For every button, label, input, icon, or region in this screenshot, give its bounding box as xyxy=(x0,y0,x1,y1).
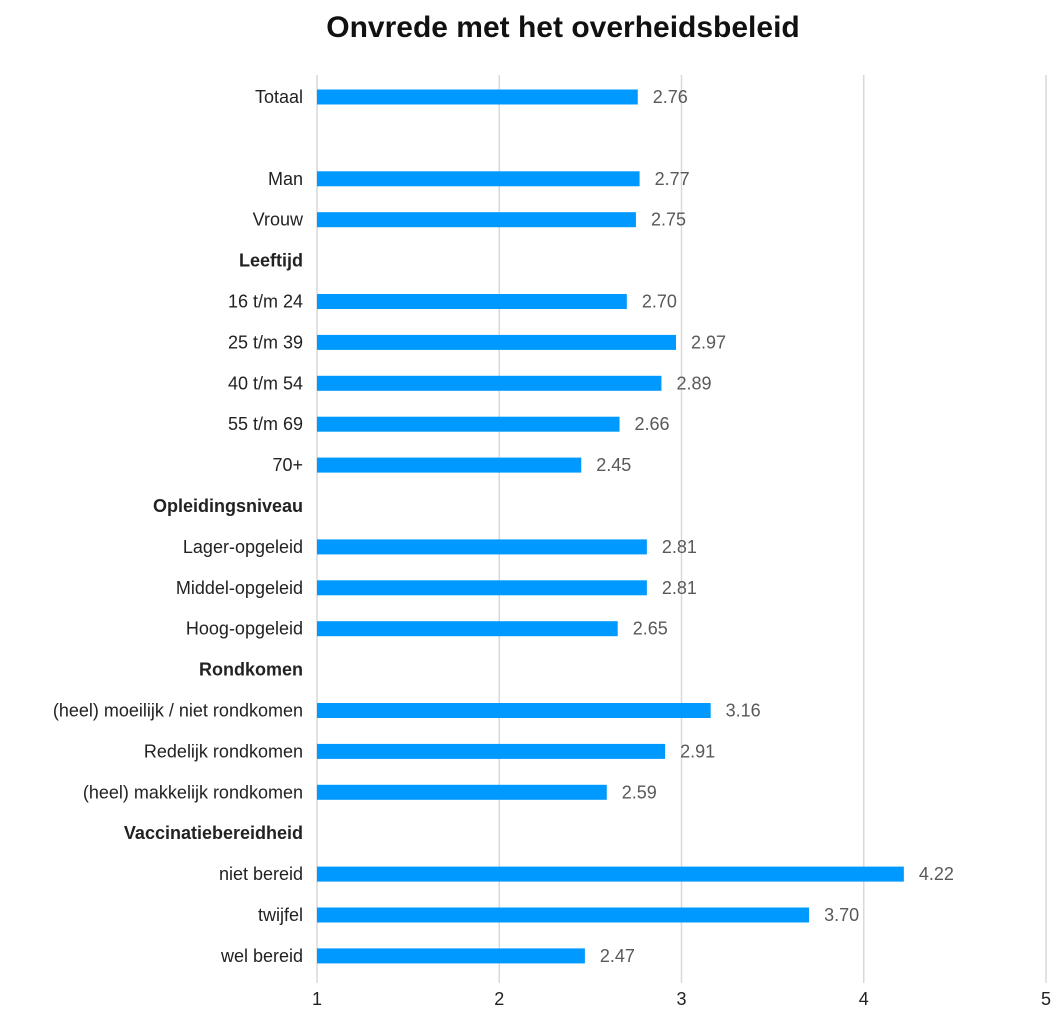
bar xyxy=(317,866,904,882)
data-label: 2.97 xyxy=(691,332,726,352)
bar xyxy=(317,580,647,596)
category-label: niet bereid xyxy=(219,864,303,884)
value-labels: 2.76 2.77 2.75 2.70 2.97 2.89 2.66 2.45 2.81 2.81… xyxy=(596,87,954,966)
category-label: Middel-opgeleid xyxy=(176,578,303,598)
category-label: (heel) moeilijk / niet rondkomen xyxy=(53,701,303,721)
bar xyxy=(317,907,810,923)
data-label: 2.77 xyxy=(655,169,690,189)
x-tick-label: 1 xyxy=(312,989,322,1009)
x-tick-label: 5 xyxy=(1041,989,1051,1009)
data-label: 3.16 xyxy=(726,701,761,721)
category-label: Man xyxy=(268,169,303,189)
bar xyxy=(317,416,620,432)
category-label: Totaal xyxy=(255,87,303,107)
data-label: 2.66 xyxy=(635,414,670,434)
data-label: 4.22 xyxy=(919,864,954,884)
data-label: 2.47 xyxy=(600,946,635,966)
bar xyxy=(317,457,582,473)
bar xyxy=(317,784,607,800)
x-axis-tick-labels: 1 2 3 4 5 xyxy=(312,989,1051,1009)
category-label: Vrouw xyxy=(253,210,304,230)
data-label: 2.81 xyxy=(662,537,697,557)
category-label: Lager-opgeleid xyxy=(183,537,303,557)
data-label: 2.76 xyxy=(653,87,688,107)
category-label: 25 t/m 39 xyxy=(228,332,303,352)
bar xyxy=(317,948,585,964)
x-tick-label: 2 xyxy=(494,989,504,1009)
data-label: 2.70 xyxy=(642,292,677,312)
data-label: 2.45 xyxy=(596,455,631,475)
group-header-label: Opleidingsniveau xyxy=(153,496,303,516)
data-label: 2.65 xyxy=(633,619,668,639)
category-label: (heel) makkelijk rondkomen xyxy=(83,782,303,802)
bar xyxy=(317,89,638,105)
bar xyxy=(317,171,640,187)
bar xyxy=(317,212,636,228)
category-label: 55 t/m 69 xyxy=(228,414,303,434)
category-label: 70+ xyxy=(272,455,303,475)
group-header-label: Leeftijd xyxy=(239,251,303,271)
group-header-label: Rondkomen xyxy=(199,660,303,680)
bars xyxy=(317,89,904,964)
chart-title: Onvrede met het overheidsbeleid xyxy=(326,11,799,44)
bar xyxy=(317,334,677,350)
x-tick-label: 4 xyxy=(859,989,869,1009)
bar xyxy=(317,743,666,759)
bar xyxy=(317,621,618,637)
data-label: 2.91 xyxy=(680,741,715,761)
group-header-label: Vaccinatiebereidheid xyxy=(124,823,303,843)
category-label: twijfel xyxy=(258,905,303,925)
x-tick-label: 3 xyxy=(676,989,686,1009)
data-label: 2.89 xyxy=(676,373,711,393)
category-labels: Totaal Man Vrouw Leeftijd 16 t/m 24 25 t/m 39… xyxy=(53,87,304,966)
data-label: 2.75 xyxy=(651,210,686,230)
category-label: 16 t/m 24 xyxy=(228,292,303,312)
bar xyxy=(317,539,647,555)
data-label: 2.59 xyxy=(622,782,657,802)
category-label: 40 t/m 54 xyxy=(228,373,303,393)
bar xyxy=(317,375,662,391)
category-label: Redelijk rondkomen xyxy=(144,741,303,761)
bar xyxy=(317,294,627,309)
data-label: 2.81 xyxy=(662,578,697,598)
data-label: 3.70 xyxy=(824,905,859,925)
category-label: Hoog-opgeleid xyxy=(186,619,303,639)
bar xyxy=(317,703,711,718)
category-label: wel bereid xyxy=(220,946,303,966)
